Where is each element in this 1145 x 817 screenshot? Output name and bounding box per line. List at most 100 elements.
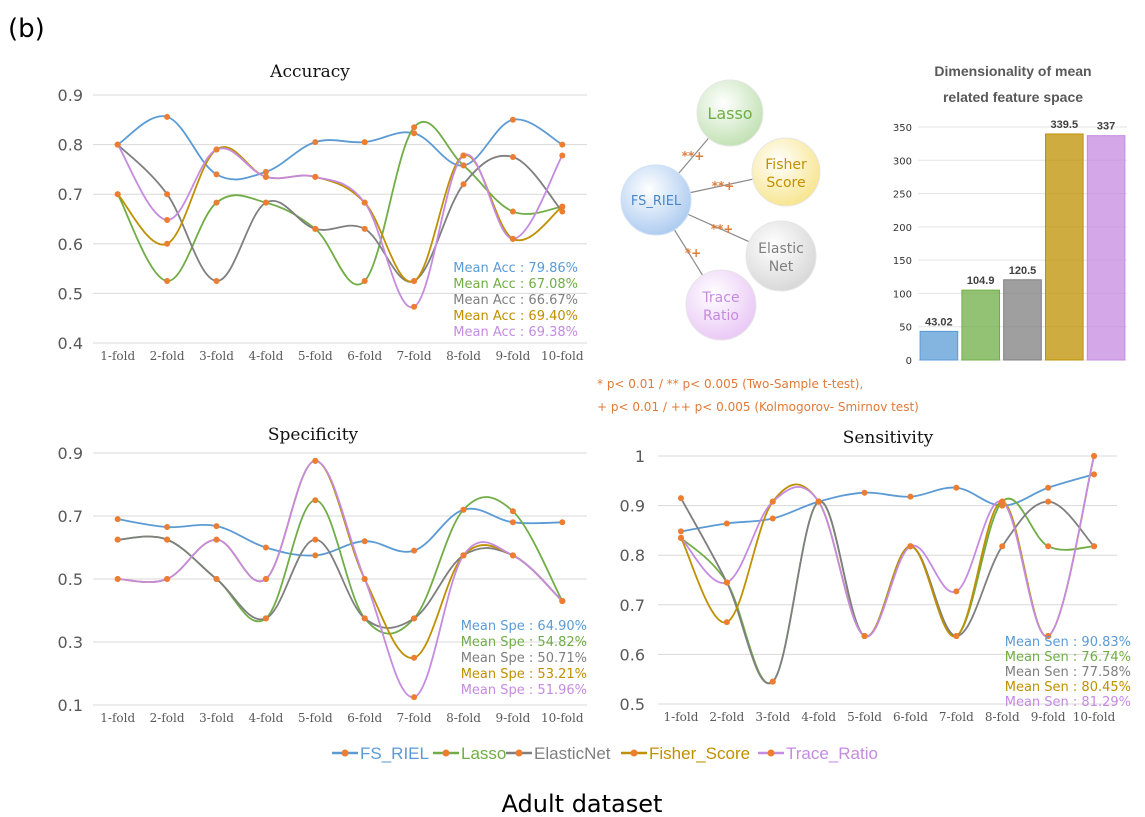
data-point-trace-ratio <box>559 152 566 159</box>
legend-marker <box>515 749 523 757</box>
data-point-trace-ratio <box>999 498 1006 505</box>
x-tick-label: 5-fold <box>847 710 882 724</box>
series-line-trace-ratio <box>117 459 563 699</box>
x-tick-label: 9-fold <box>495 711 530 725</box>
mean-annotation-trace-ratio: Mean Spe : 51.96% <box>461 683 587 698</box>
x-tick-label: 2-fold <box>150 711 185 725</box>
diagram-node-elastic-net <box>745 220 817 292</box>
x-tick-label: 6-fold <box>893 710 928 724</box>
data-point-trace-ratio <box>723 579 730 586</box>
chart-title: Specificity <box>268 425 359 445</box>
data-point-trace-ratio <box>677 534 684 541</box>
significance-diagram: FS_RIEL Lasso **+ Fisher Score **+ Elastic Net *… <box>620 79 821 341</box>
data-point-trace-ratio <box>559 598 566 605</box>
data-point-elasticnet <box>999 543 1006 550</box>
y-tick-label: 0.8 <box>58 136 83 155</box>
y-tick-label: 1 <box>635 447 645 466</box>
data-point-trace-ratio <box>114 576 121 582</box>
bar-chart-title-line-2: related feature space <box>943 89 1083 105</box>
bar-value-label: 337 <box>1097 121 1115 133</box>
bar-value-label: 104.9 <box>967 275 995 287</box>
legend-marker <box>767 749 775 757</box>
dimensionality-bar-chart: Dimensionality of mean related feature sp… <box>893 63 1127 367</box>
diagram-node-label: Ratio <box>703 308 739 324</box>
accuracy-chart: Accuracy 0.4 0.5 0.6 0.7 0.8 0.9 1-fold 2-fold 3-… <box>58 62 587 363</box>
mean-annotation-fisher-score: Mean Sen : 80.45% <box>1005 680 1131 695</box>
mean-annotation-trace-ratio: Mean Acc : 69.38% <box>453 325 578 340</box>
bar-fisher-score <box>1044 133 1084 361</box>
data-point-fs-riel <box>164 524 171 531</box>
x-tick-label: 9-fold <box>1031 710 1066 724</box>
data-point-elasticnet <box>411 615 418 622</box>
data-point-fs-riel <box>953 484 960 491</box>
series-legend: FS_RIEL Lasso ElasticNet Fisher_Score Trace_… <box>332 744 878 763</box>
significance-mark: **+ <box>682 149 705 163</box>
y-tick-label: 300 <box>893 156 912 167</box>
data-point-trace-ratio <box>411 694 418 701</box>
data-point-trace-ratio <box>312 173 319 180</box>
data-point-trace-ratio <box>907 543 914 550</box>
data-point-fs-riel <box>213 171 220 178</box>
x-tick-label: 4-fold <box>801 710 836 724</box>
data-point-elasticnet <box>460 181 467 188</box>
y-tick-label: 0.9 <box>58 444 83 463</box>
sensitivity-chart: Sensitivity 0.5 0.6 0.7 0.8 0.9 1 1-fold 2-fold 3… <box>620 428 1131 724</box>
x-tick-label: 8-fold <box>446 711 481 725</box>
data-point-elasticnet <box>213 278 220 284</box>
diagram-node-label: Elastic <box>758 241 804 257</box>
diagram-node-fisher-score <box>751 137 821 207</box>
series-line-fs-riel <box>117 115 563 181</box>
y-tick-label: 0 <box>906 356 912 367</box>
chart-title: Sensitivity <box>843 428 934 448</box>
x-tick-label: 1-fold <box>100 349 135 363</box>
x-tick-label: 3-fold <box>199 711 234 725</box>
x-tick-label: 10-fold <box>1073 710 1116 724</box>
x-tick-label: 10-fold <box>541 711 584 725</box>
data-point-fs-riel <box>262 544 269 551</box>
diagram-node-label: FS_RIEL <box>631 194 682 209</box>
data-point-lasso <box>509 508 516 515</box>
data-point-elasticnet <box>509 154 516 160</box>
x-tick-label: 7-fold <box>397 349 432 363</box>
data-point-trace-ratio <box>312 457 319 464</box>
data-point-trace-ratio <box>460 152 467 159</box>
mean-annotation-elasticnet: Mean Sen : 77.58% <box>1005 665 1131 680</box>
bar-elasticnet <box>1003 279 1042 361</box>
x-tick-label: 2-fold <box>150 349 185 363</box>
significance-mark: **+ <box>712 179 735 193</box>
mean-annotation-lasso: Mean Sen : 76.74% <box>1005 650 1131 665</box>
y-tick-label: 0.5 <box>620 695 645 714</box>
data-point-elasticnet <box>677 495 684 502</box>
data-point-fisher-score <box>411 654 418 661</box>
y-tick-label: 0.5 <box>58 570 83 589</box>
bar-value-label: 43.02 <box>925 316 953 328</box>
series-line-lasso <box>116 120 563 286</box>
data-point-trace-ratio <box>460 552 467 559</box>
legend-label-elasticnet: ElasticNet <box>534 744 611 763</box>
data-point-elasticnet <box>114 536 121 543</box>
data-point-trace-ratio <box>861 633 868 640</box>
y-tick-label: 250 <box>893 190 912 201</box>
data-point-trace-ratio <box>164 216 171 223</box>
diagram-node-label: Score <box>766 175 805 191</box>
mean-annotation-lasso: Mean Spe : 54.82% <box>461 635 587 650</box>
x-tick-label: 1-fold <box>100 711 135 725</box>
x-tick-label: 3-fold <box>755 710 790 724</box>
data-point-trace-ratio <box>815 498 822 505</box>
data-point-trace-ratio <box>164 576 171 582</box>
x-tick-label: 4-fold <box>248 711 283 725</box>
y-tick-label: 0.9 <box>58 86 83 105</box>
bar-trace-ratio <box>1086 135 1126 361</box>
x-tick-label: 2-fold <box>709 710 744 724</box>
specificity-chart: Specificity 0.1 0.3 0.5 0.7 0.9 1-fold 2-fold 3-… <box>58 425 587 725</box>
bar-fs-riel <box>919 330 959 361</box>
data-point-fisher-score <box>953 633 960 640</box>
legend-label-lasso: Lasso <box>461 744 506 763</box>
diagram-node-trace-ratio <box>685 269 757 341</box>
y-tick-label: 350 <box>893 123 912 134</box>
data-point-lasso <box>1045 543 1052 550</box>
data-point-fs-riel <box>861 489 868 496</box>
x-tick-label: 4-fold <box>248 349 283 363</box>
data-point-lasso <box>312 497 319 504</box>
legend-marker <box>630 749 638 757</box>
